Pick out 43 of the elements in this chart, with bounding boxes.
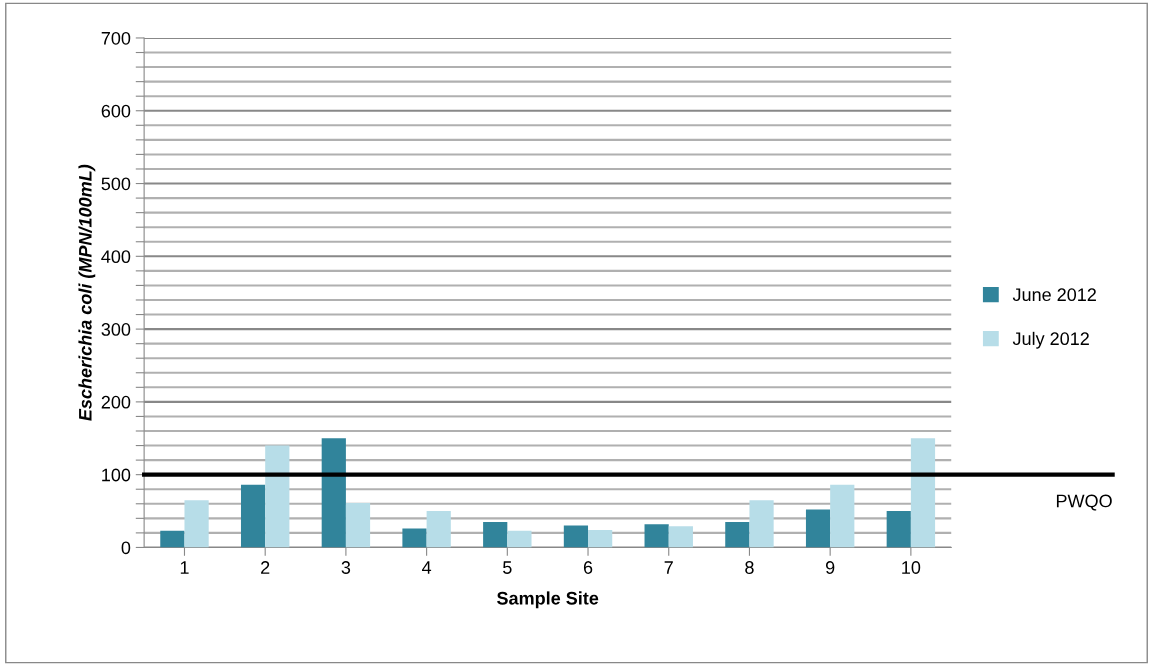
x-tick-label: 10 [902,561,921,574]
bar [402,528,427,548]
legend-label: June 2012 [1012,288,1096,302]
x-tick-label: 4 [422,561,432,574]
y-tick-label: 600 [101,104,131,118]
y-tick-label: 500 [101,177,131,191]
bar [265,445,290,548]
x-tick-label: 5 [503,561,512,574]
bar [805,509,831,548]
x-tick-label: 1 [180,561,189,574]
bar [910,438,936,548]
legend-label: July 2012 [1012,331,1089,349]
bar [830,484,855,548]
bar [160,530,185,548]
x-tick-label: 7 [664,561,673,574]
y-tick-label: 200 [101,395,131,409]
y-tick-label: 100 [102,468,131,482]
bar [563,525,589,548]
bar [668,526,693,548]
bar [483,521,508,548]
x-tick-label: 9 [825,561,835,574]
x-axis-title: Sample Site [497,591,599,609]
bar [644,524,669,548]
x-tick-label: 8 [745,561,754,574]
bar [749,500,774,548]
bar [321,438,346,548]
ref-line-label: PWQO [1056,494,1112,511]
bar [240,484,266,548]
x-tick-label: 2 [261,561,270,574]
x-tick-label: 3 [341,561,351,574]
bar [184,500,209,548]
bar [886,511,911,548]
bar [426,511,451,548]
bar [345,503,371,548]
x-tick-label: 6 [583,561,593,574]
y-tick-label: 400 [101,250,131,264]
y-axis-title: Escherichia coli (MPN/100mL) [78,164,96,421]
y-tick-label: 0 [121,541,131,555]
bar [588,529,613,548]
bar [725,521,750,548]
y-tick-label: 700 [101,31,131,45]
bar [507,530,532,548]
y-tick-label: 300 [101,323,131,336]
